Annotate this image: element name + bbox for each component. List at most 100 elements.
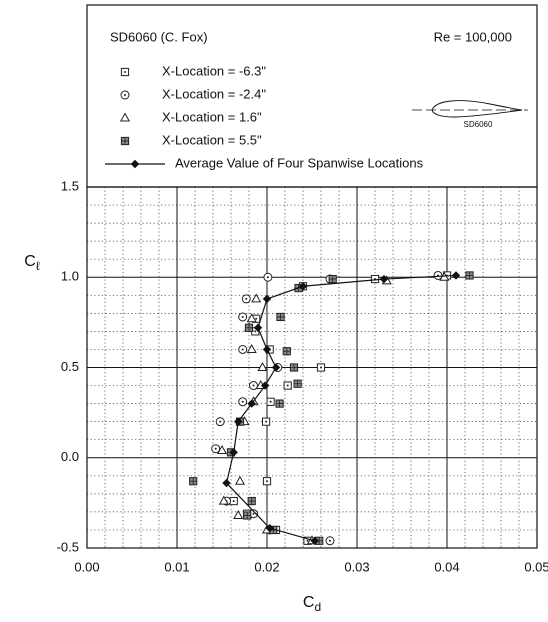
marker-dot bbox=[245, 297, 248, 300]
series-line bbox=[225, 274, 457, 542]
marker bbox=[260, 381, 270, 390]
marker bbox=[120, 136, 130, 146]
x-tick-label: 0.00 bbox=[74, 559, 99, 574]
marker bbox=[211, 444, 221, 454]
marker bbox=[253, 323, 263, 332]
marker-shape bbox=[229, 448, 238, 457]
marker-shape bbox=[233, 509, 244, 520]
marker-dot bbox=[320, 366, 322, 369]
x-tick-label: 0.02 bbox=[254, 559, 279, 574]
marker bbox=[238, 312, 248, 322]
marker-dot bbox=[266, 480, 268, 483]
marker bbox=[233, 417, 243, 426]
marker-dot bbox=[241, 400, 244, 403]
x-tick-label: 0.03 bbox=[344, 559, 369, 574]
y-axis-label-main: C bbox=[24, 253, 36, 270]
marker bbox=[451, 271, 461, 280]
marker-shape bbox=[251, 293, 262, 303]
y-tick-label: 0.0 bbox=[61, 449, 79, 464]
legend-box bbox=[86, 4, 538, 188]
marker bbox=[310, 536, 319, 545]
marker-shape bbox=[451, 271, 461, 280]
marker-dot bbox=[252, 512, 255, 515]
marker-dot bbox=[266, 276, 269, 279]
y-tick-label: 1.0 bbox=[61, 269, 79, 284]
marker-shape bbox=[262, 294, 272, 304]
marker-shape bbox=[218, 495, 229, 505]
marker-shape bbox=[233, 417, 243, 426]
marker-shape bbox=[257, 361, 268, 371]
marker-shape bbox=[247, 399, 256, 408]
marker bbox=[130, 159, 140, 169]
marker-shape bbox=[262, 345, 272, 354]
marker-shape bbox=[271, 363, 281, 372]
marker-shape bbox=[253, 323, 263, 332]
marker-shape bbox=[260, 381, 270, 390]
y-axis-label-sub: ℓ bbox=[36, 259, 40, 273]
x-tick-label: 0.04 bbox=[434, 559, 459, 574]
marker bbox=[328, 274, 337, 284]
marker-dot bbox=[329, 539, 331, 542]
marker bbox=[275, 399, 284, 408]
y-axis-label: Cℓ bbox=[24, 253, 40, 273]
marker-shape bbox=[130, 159, 140, 169]
marker-dot bbox=[252, 384, 255, 387]
marker bbox=[266, 397, 275, 406]
marker-shape bbox=[298, 282, 308, 291]
marker bbox=[257, 361, 268, 371]
marker-dot bbox=[286, 384, 289, 387]
marker bbox=[246, 313, 257, 323]
marker-dot bbox=[269, 400, 272, 403]
marker bbox=[298, 282, 308, 291]
marker bbox=[222, 478, 231, 488]
marker-shape bbox=[246, 343, 257, 353]
marker-dot bbox=[241, 315, 244, 318]
marker bbox=[246, 343, 257, 353]
marker bbox=[271, 363, 281, 372]
marker-shape bbox=[119, 112, 131, 122]
marker-shape bbox=[222, 478, 231, 488]
marker bbox=[229, 448, 238, 457]
marker bbox=[276, 312, 285, 322]
chart-title: SD6060 (C. Fox) bbox=[110, 29, 208, 44]
marker bbox=[262, 345, 272, 354]
legend-label: Average Value of Four Spanwise Locations bbox=[175, 155, 424, 170]
airfoil-icon bbox=[412, 100, 528, 118]
marker-dot bbox=[124, 94, 126, 96]
marker bbox=[241, 294, 251, 304]
marker bbox=[262, 477, 272, 486]
marker bbox=[244, 323, 254, 332]
marker-shape bbox=[265, 523, 274, 533]
y-tick-label: 1.5 bbox=[61, 178, 79, 193]
marker bbox=[283, 381, 292, 390]
legend-label: X-Location = -6.3" bbox=[162, 63, 266, 78]
marker bbox=[262, 417, 271, 426]
marker bbox=[229, 496, 238, 506]
marker bbox=[233, 509, 244, 520]
marker bbox=[433, 270, 443, 280]
marker-dot bbox=[232, 500, 235, 503]
airfoil-label: SD6060 bbox=[464, 120, 493, 129]
marker bbox=[234, 475, 246, 485]
marker bbox=[189, 477, 198, 486]
marker bbox=[120, 67, 130, 77]
marker bbox=[263, 272, 273, 282]
marker-dot bbox=[306, 539, 309, 542]
y-tick-label: -0.5 bbox=[57, 539, 79, 554]
marker-shape bbox=[310, 536, 319, 545]
marker bbox=[247, 399, 256, 408]
marker bbox=[325, 536, 335, 546]
marker bbox=[379, 274, 389, 284]
marker-dot bbox=[254, 330, 257, 333]
marker bbox=[215, 417, 225, 427]
x-tick-label: 0.01 bbox=[164, 559, 189, 574]
marker bbox=[265, 523, 274, 533]
plot-frame bbox=[86, 186, 538, 549]
marker-dot bbox=[214, 447, 217, 450]
marker bbox=[120, 90, 130, 100]
marker bbox=[243, 511, 252, 520]
marker-shape bbox=[234, 475, 246, 485]
marker bbox=[216, 445, 228, 455]
marker bbox=[249, 381, 258, 391]
marker bbox=[465, 271, 474, 280]
